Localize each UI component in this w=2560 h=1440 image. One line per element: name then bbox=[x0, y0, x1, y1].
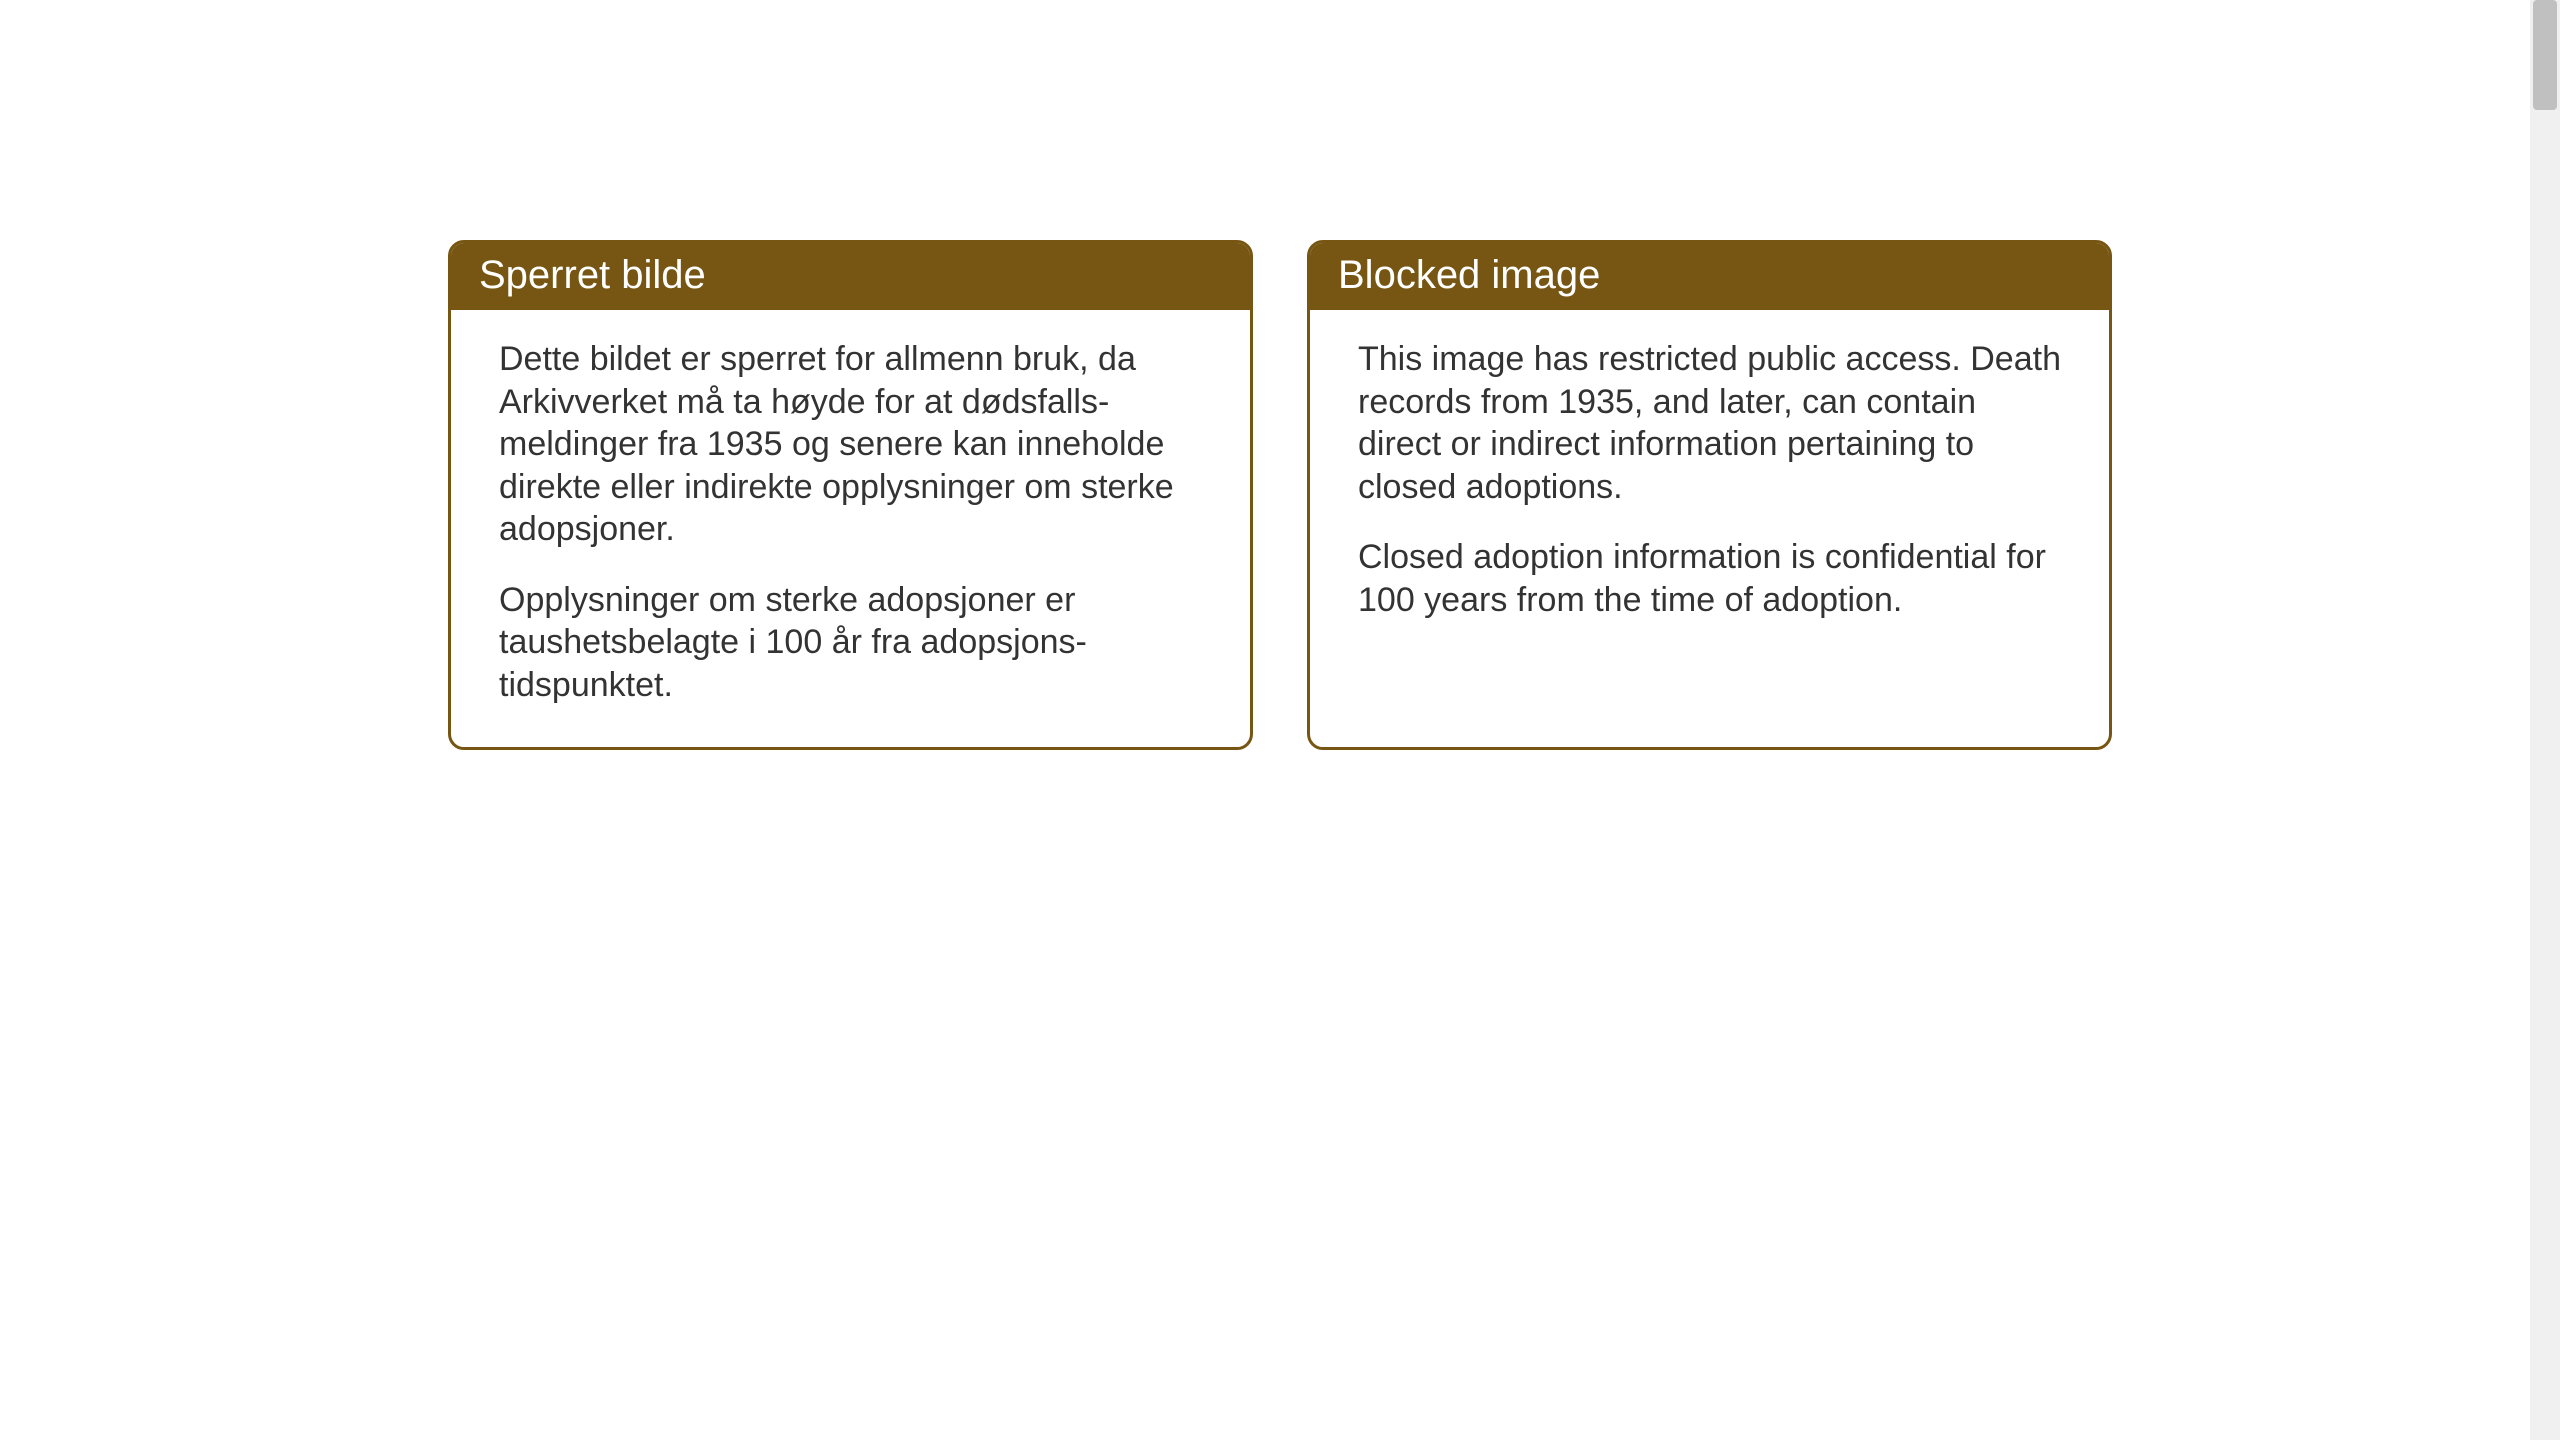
notice-header-norwegian: Sperret bilde bbox=[451, 243, 1250, 310]
notice-container: Sperret bilde Dette bildet er sperret fo… bbox=[0, 0, 2560, 750]
notice-card-english: Blocked image This image has restricted … bbox=[1307, 240, 2112, 750]
notice-header-english: Blocked image bbox=[1310, 243, 2109, 310]
notice-paragraph-english-1: This image has restricted public access.… bbox=[1358, 338, 2061, 508]
notice-body-norwegian: Dette bildet er sperret for allmenn bruk… bbox=[451, 310, 1250, 746]
notice-paragraph-norwegian-2: Opplysninger om sterke adopsjoner er tau… bbox=[499, 579, 1202, 707]
notice-title-english: Blocked image bbox=[1338, 253, 1600, 297]
scrollbar-thumb[interactable] bbox=[2533, 0, 2557, 110]
scrollbar-track[interactable] bbox=[2530, 0, 2560, 1440]
notice-card-norwegian: Sperret bilde Dette bildet er sperret fo… bbox=[448, 240, 1253, 750]
notice-title-norwegian: Sperret bilde bbox=[479, 253, 706, 297]
notice-body-english: This image has restricted public access.… bbox=[1310, 310, 2109, 661]
notice-paragraph-english-2: Closed adoption information is confident… bbox=[1358, 536, 2061, 621]
notice-paragraph-norwegian-1: Dette bildet er sperret for allmenn bruk… bbox=[499, 338, 1202, 551]
